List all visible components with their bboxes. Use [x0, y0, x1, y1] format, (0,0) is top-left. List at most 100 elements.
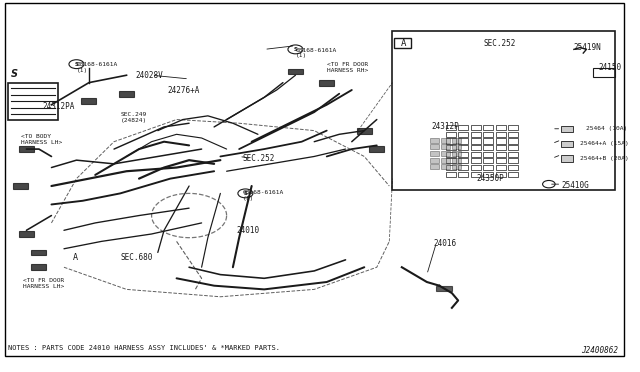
- Bar: [458, 132, 468, 137]
- Bar: [508, 171, 518, 177]
- Bar: [508, 138, 518, 144]
- Bar: [445, 171, 456, 177]
- Bar: [441, 151, 450, 156]
- Bar: [31, 264, 47, 270]
- Bar: [483, 145, 493, 150]
- Bar: [452, 144, 461, 150]
- Text: S: S: [74, 62, 79, 67]
- Text: <TO BODY
HARNESS LH>: <TO BODY HARNESS LH>: [21, 134, 63, 145]
- Bar: [458, 138, 468, 144]
- Bar: [470, 171, 481, 177]
- Text: 24028V: 24028V: [136, 71, 164, 80]
- Bar: [495, 138, 506, 144]
- Bar: [561, 141, 573, 147]
- Bar: [430, 138, 439, 143]
- Bar: [119, 91, 134, 97]
- Text: J2400862: J2400862: [580, 346, 618, 355]
- Text: 08168-6161A
(1): 08168-6161A (1): [243, 190, 284, 201]
- Bar: [441, 144, 450, 150]
- Bar: [441, 158, 450, 163]
- Bar: [13, 183, 28, 189]
- Bar: [458, 158, 468, 163]
- Bar: [495, 125, 506, 130]
- Bar: [445, 138, 456, 144]
- Text: <TO FR DOOR
HARNESS LH>: <TO FR DOOR HARNESS LH>: [23, 279, 65, 289]
- Bar: [452, 138, 461, 143]
- Text: SEC.252: SEC.252: [483, 39, 516, 48]
- Bar: [495, 152, 506, 157]
- Bar: [458, 171, 468, 177]
- Text: S: S: [294, 47, 298, 52]
- Bar: [483, 165, 493, 170]
- Text: 25464 (10A): 25464 (10A): [586, 126, 628, 131]
- Text: 24276+A: 24276+A: [167, 86, 200, 94]
- Bar: [495, 145, 506, 150]
- Bar: [508, 165, 518, 170]
- Bar: [445, 125, 456, 130]
- Bar: [445, 158, 456, 163]
- Bar: [445, 165, 456, 170]
- Bar: [430, 164, 439, 169]
- Text: S: S: [243, 191, 248, 196]
- Text: A: A: [401, 39, 406, 48]
- Bar: [445, 132, 456, 137]
- Bar: [483, 138, 493, 144]
- Bar: [495, 132, 506, 137]
- Bar: [458, 152, 468, 157]
- Text: 25464+A (15A): 25464+A (15A): [580, 141, 629, 146]
- Bar: [369, 146, 384, 152]
- Bar: [441, 164, 450, 169]
- Text: 24312P: 24312P: [432, 122, 460, 131]
- Text: A: A: [74, 253, 78, 263]
- Text: 25464+B (20A): 25464+B (20A): [580, 156, 629, 161]
- Text: 08168-6161A
(1): 08168-6161A (1): [76, 62, 118, 73]
- Bar: [483, 152, 493, 157]
- Text: 24312PA: 24312PA: [42, 102, 74, 111]
- Text: NOTES : PARTS CODE 24010 HARNESS ASSY INCLUDES' & *MARKED PARTS.: NOTES : PARTS CODE 24010 HARNESS ASSY IN…: [8, 346, 280, 352]
- Bar: [19, 146, 34, 152]
- Bar: [452, 158, 461, 163]
- Bar: [495, 158, 506, 163]
- Text: 25410G: 25410G: [561, 182, 589, 190]
- Bar: [8, 83, 58, 119]
- Bar: [445, 152, 456, 157]
- Bar: [508, 125, 518, 130]
- Text: 24150: 24150: [599, 63, 622, 72]
- Bar: [470, 125, 481, 130]
- Bar: [436, 286, 452, 291]
- Bar: [508, 132, 518, 137]
- Bar: [483, 132, 493, 137]
- Bar: [470, 145, 481, 150]
- Bar: [288, 68, 303, 74]
- Bar: [470, 138, 481, 144]
- Bar: [394, 38, 412, 48]
- Bar: [508, 145, 518, 150]
- Bar: [445, 145, 456, 150]
- Bar: [392, 31, 614, 190]
- Bar: [31, 250, 47, 256]
- Bar: [430, 158, 439, 163]
- Bar: [81, 98, 97, 104]
- Bar: [19, 231, 34, 237]
- Bar: [452, 164, 461, 169]
- Bar: [470, 132, 481, 137]
- Bar: [458, 165, 468, 170]
- Bar: [458, 145, 468, 150]
- Text: 08168-6161A
(1): 08168-6161A (1): [296, 48, 337, 58]
- Bar: [430, 144, 439, 150]
- Text: 24010: 24010: [236, 226, 259, 235]
- Bar: [483, 125, 493, 130]
- Text: 24016: 24016: [433, 239, 456, 248]
- Text: SEC.680: SEC.680: [120, 253, 153, 263]
- Bar: [561, 155, 573, 162]
- Bar: [593, 68, 614, 77]
- Bar: [495, 171, 506, 177]
- Bar: [441, 138, 450, 143]
- Text: <TO FR DOOR
HARNESS RH>: <TO FR DOOR HARNESS RH>: [327, 62, 368, 73]
- Bar: [319, 80, 334, 86]
- Bar: [483, 158, 493, 163]
- Text: S: S: [11, 69, 18, 79]
- Text: 25419N: 25419N: [574, 43, 602, 52]
- Bar: [470, 152, 481, 157]
- Bar: [495, 165, 506, 170]
